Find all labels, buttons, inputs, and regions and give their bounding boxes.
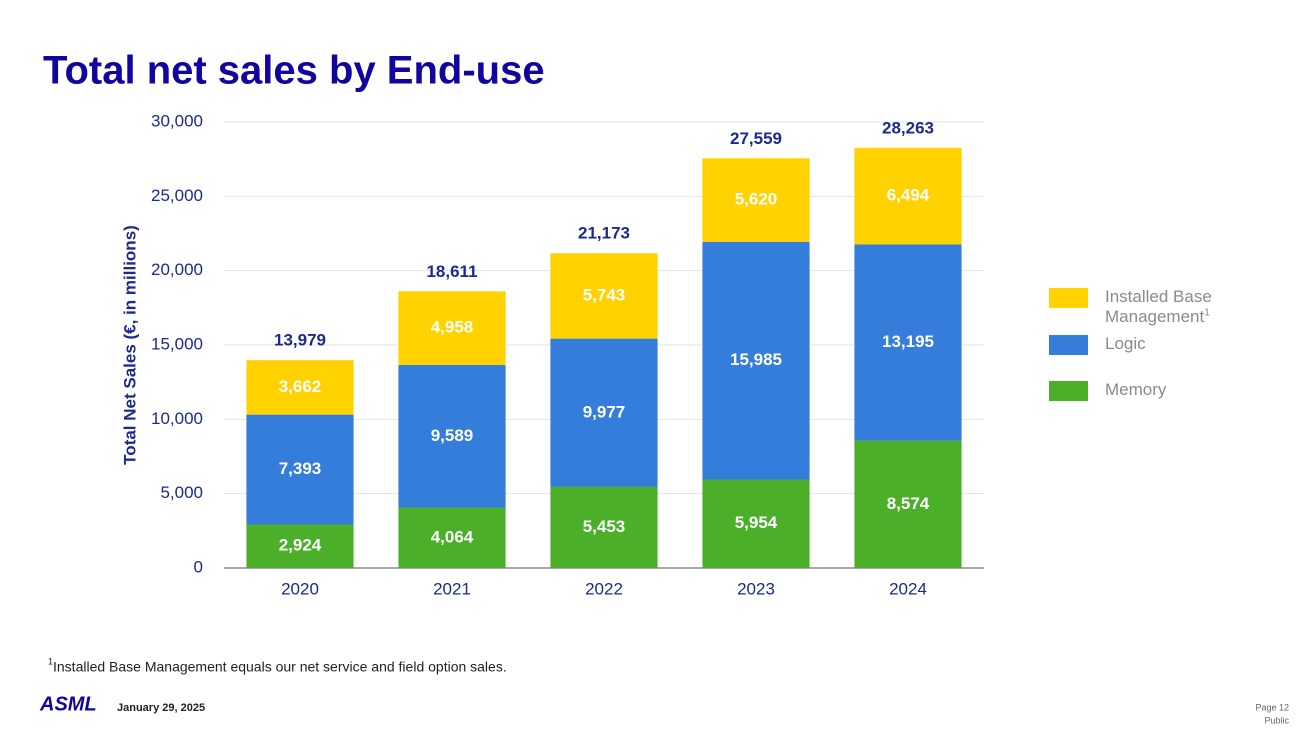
bar-segment (550, 338, 658, 487)
bar-segment (550, 486, 658, 568)
x-tick-label: 2023 (737, 579, 775, 598)
bar-segment (702, 479, 810, 568)
x-tick-label: 2022 (585, 579, 623, 598)
bar-segment (398, 507, 506, 568)
value-label: 2,924 (279, 536, 322, 555)
bar-segment (246, 360, 354, 415)
value-label: 9,977 (583, 402, 626, 421)
x-tick-label: 2024 (889, 579, 927, 598)
value-label: 6,494 (887, 186, 930, 205)
value-label: 5,620 (735, 190, 778, 209)
bar-segment (702, 241, 810, 480)
logo: ASML (39, 693, 97, 715)
y-tick-label: 5,000 (160, 483, 203, 502)
y-tick-label: 20,000 (151, 260, 203, 279)
y-tick-label: 25,000 (151, 186, 203, 205)
bar-segment (854, 440, 962, 568)
value-label: 4,064 (431, 527, 474, 546)
total-label: 27,559 (730, 129, 782, 148)
total-label: 18,611 (426, 262, 477, 281)
legend-item: Memory (1049, 380, 1230, 401)
legend-label: Logic (1105, 334, 1146, 353)
bar-segment (398, 291, 506, 366)
legend-label: Memory (1105, 380, 1167, 399)
bar-segment (550, 253, 658, 339)
bar-segment (854, 147, 962, 245)
legend-entry: Installed Base Management1 (1105, 287, 1230, 327)
legend-entry: Logic (1105, 334, 1230, 354)
value-label: 3,662 (279, 377, 322, 396)
value-label: 5,453 (583, 517, 626, 536)
footnote-marker: 1 (48, 656, 53, 666)
footnote: Installed Base Management equals our net… (53, 659, 507, 675)
value-label: 9,589 (431, 426, 474, 445)
legend-footnote-marker: 1 (1204, 307, 1210, 319)
value-label: 5,954 (735, 513, 778, 532)
bar-segment (702, 158, 810, 242)
value-label: 5,743 (583, 285, 626, 304)
classification: Public (1264, 715, 1289, 725)
legend-label: Installed Base Management (1105, 287, 1212, 326)
legend-swatch (1049, 288, 1088, 308)
bar-segment (246, 524, 354, 568)
value-label: 15,985 (730, 350, 782, 369)
value-label: 13,195 (882, 332, 934, 351)
value-label: 7,393 (279, 459, 322, 478)
page-number: Page 12 (1255, 702, 1289, 712)
legend-swatch (1049, 335, 1088, 355)
total-label: 13,979 (274, 331, 326, 350)
y-axis-label: Total Net Sales (€, in millions) (120, 225, 139, 465)
bar-segment (398, 365, 506, 508)
y-tick-label: 0 (194, 557, 203, 576)
x-tick-label: 2021 (433, 579, 471, 598)
value-label: 8,574 (887, 494, 930, 513)
legend-entry: Memory (1105, 380, 1230, 400)
date: January 29, 2025 (117, 702, 205, 714)
legend-item: Logic (1049, 334, 1230, 355)
legend-item: Installed Base Management1 (1049, 287, 1230, 327)
y-tick-label: 10,000 (151, 409, 203, 428)
bar-segment (246, 414, 354, 525)
x-tick-label: 2020 (281, 579, 319, 598)
total-label: 21,173 (578, 224, 630, 243)
legend-swatch (1049, 381, 1088, 401)
y-tick-label: 15,000 (151, 334, 203, 353)
slide-title: Total net sales by End-use (43, 49, 545, 93)
y-tick-label: 30,000 (151, 111, 203, 130)
value-label: 4,958 (431, 318, 474, 337)
bar-segment (854, 244, 962, 441)
total-label: 28,263 (882, 118, 934, 137)
